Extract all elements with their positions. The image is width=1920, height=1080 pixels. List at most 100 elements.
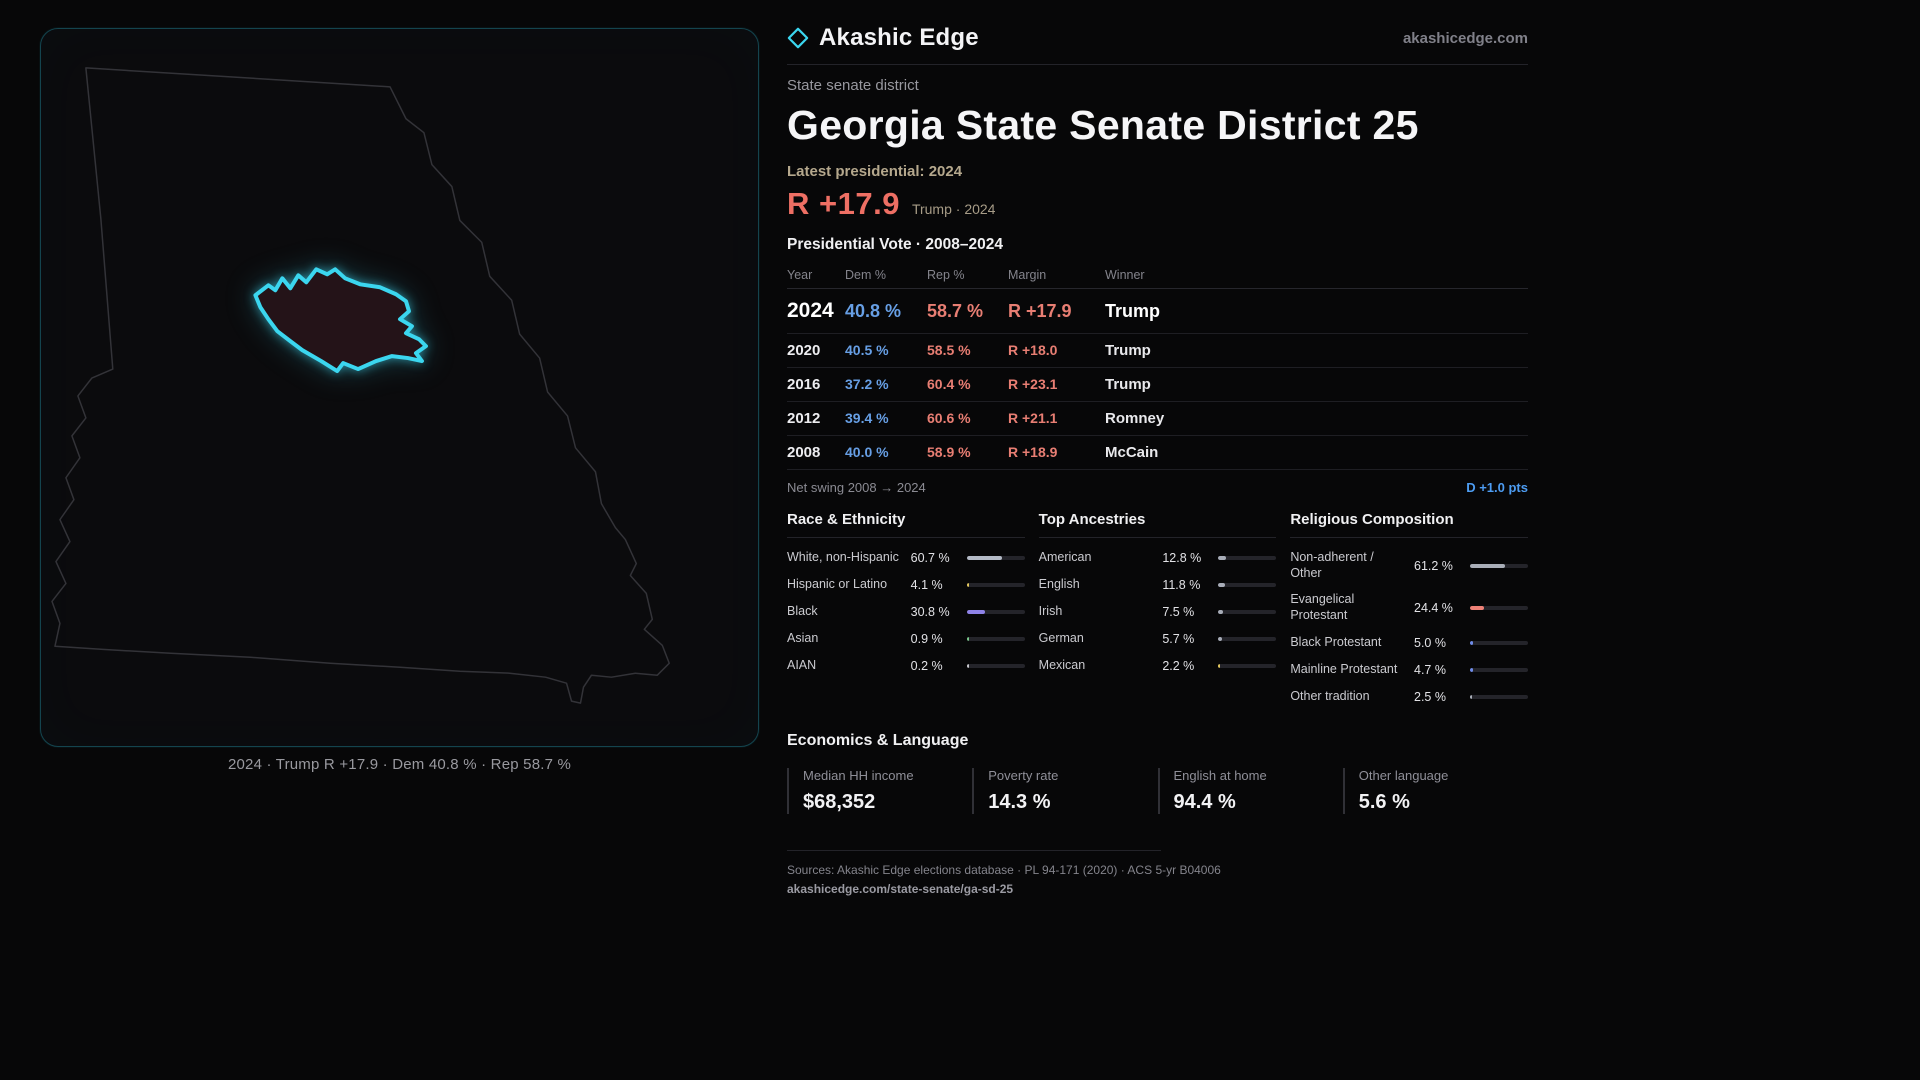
demo-label: Black [787, 604, 818, 619]
demo-value: 5.0 % [1414, 635, 1446, 650]
margin-cell: R +17.9 [1008, 301, 1072, 321]
demographics: Race & Ethnicity White, non-Hispanic 60.… [787, 511, 1528, 716]
economics-stats: Median HH income $68,352 Poverty rate 14… [787, 767, 1528, 814]
demo-row: Irish 7.5 % [1039, 604, 1277, 620]
header: Akashic Edge akashicedge.com [787, 24, 1528, 52]
demo-label: Mainline Protestant [1290, 661, 1398, 676]
dem-cell: 40.8 % [845, 301, 902, 321]
margin-value: R +17.9 [787, 186, 900, 221]
demo-value: 2.5 % [1414, 689, 1446, 704]
net-swing-label: Net swing 2008 → 2024 [787, 480, 926, 495]
demo-value: 30.8 % [910, 605, 950, 619]
demo-row: German 5.7 % [1039, 631, 1277, 647]
demo-bar [1218, 637, 1277, 641]
demo-value: 61.2 % [1414, 558, 1453, 573]
demo-bar [1218, 556, 1277, 560]
stat-poverty-rate: Poverty rate 14.3 % [972, 767, 1157, 814]
net-swing: Net swing 2008 → 2024 D +1.0 pts [787, 480, 1528, 495]
rep-cell: 58.7 % [927, 301, 984, 321]
demo-row: English 11.8 % [1039, 577, 1277, 593]
year-cell: 2008 [787, 444, 821, 461]
demo-label: Evangelical Protestant [1290, 592, 1355, 622]
stat-value: 5.6 % [1358, 790, 1410, 813]
demo-row: Black Protestant 5.0 % [1290, 635, 1528, 651]
demo-row: Asian 0.9 % [787, 631, 1025, 647]
dem-cell: 37.2 % [845, 376, 889, 392]
diamond-logo-icon [787, 27, 809, 49]
demo-row: American 12.8 % [1039, 550, 1277, 566]
winner-cell: Trump [1105, 342, 1151, 359]
dem-cell: 39.4 % [845, 410, 889, 426]
dem-cell: 40.5 % [845, 342, 889, 358]
headline-margin: R +17.9 Trump · 2024 [787, 186, 1528, 222]
demo-bar [1470, 563, 1528, 568]
stat-label: Other language [1358, 767, 1449, 783]
stat-value: 94.4 % [1173, 790, 1236, 813]
col-winner: Winner [1105, 268, 1145, 282]
district-kicker: State senate district [787, 77, 919, 94]
winner-cell: McCain [1105, 444, 1159, 461]
permalink[interactable]: akashicedge.com/state-senate/ga-sd-25 [787, 881, 1014, 896]
site-link[interactable]: akashicedge.com [1402, 29, 1528, 47]
margin-cell: R +23.1 [1008, 376, 1058, 392]
demo-bar [966, 637, 1025, 641]
page-title: Georgia State Senate District 25 [787, 102, 1419, 148]
demo-label: Mexican [1038, 658, 1086, 673]
winner-cell: Romney [1105, 410, 1165, 427]
year-cell: 2024 [787, 299, 834, 322]
table-row-2020: 2020 40.5 % 58.5 % R +18.0 Trump [787, 334, 1528, 368]
demo-row: White, non-Hispanic 60.7 % [787, 550, 1025, 566]
demo-row: Black 30.8 % [787, 604, 1025, 620]
brand-name: Akashic Edge [819, 24, 979, 51]
demo-bar [1218, 583, 1277, 587]
top-ancestries-section: Top Ancestries American 12.8 % English 1… [1038, 511, 1277, 716]
demo-row: Evangelical Protestant 24.4 % [1290, 592, 1528, 623]
race-ethnicity-section: Race & Ethnicity White, non-Hispanic 60.… [787, 511, 1025, 716]
district-25-shape[interactable] [253, 267, 428, 374]
margin-cell: R +21.1 [1008, 410, 1058, 426]
demo-row: Hispanic or Latino 4.1 % [787, 577, 1025, 593]
stat-median-income: Median HH income $68,352 [787, 767, 972, 814]
table-row-2008: 2008 40.0 % 58.9 % R +18.9 McCain [787, 436, 1528, 470]
economics-title: Economics & Language [787, 731, 969, 749]
margin-subtitle: Trump · 2024 [911, 201, 996, 217]
demo-label: Non-adherent / Other [1290, 550, 1374, 580]
vote-table-title: Presidential Vote · 2008–2024 [787, 236, 1003, 253]
demo-label: AIAN [787, 658, 817, 673]
stat-other-language: Other language 5.6 % [1342, 767, 1528, 814]
demo-label: Other tradition [1290, 688, 1370, 703]
brand: Akashic Edge [787, 24, 979, 52]
demo-value: 12.8 % [1162, 551, 1202, 565]
demo-value: 2.2 % [1162, 659, 1195, 673]
table-row-2012: 2012 39.4 % 60.6 % R +21.1 Romney [787, 402, 1528, 436]
winner-cell: Trump [1105, 301, 1161, 321]
religious-composition-section: Religious Composition Non-adherent / Oth… [1290, 511, 1528, 716]
latest-presidential-label: Latest presidential: 2024 [787, 163, 963, 180]
demo-bar [1470, 640, 1528, 645]
margin-cell: R +18.0 [1008, 342, 1058, 358]
demo-label: German [1038, 631, 1084, 646]
demo-label: American [1038, 550, 1092, 565]
col-margin: Margin [1008, 268, 1047, 282]
vote-table-header: Year Dem % Rep % Margin Winner [787, 262, 1528, 289]
demo-value: 0.9 % [910, 632, 943, 646]
georgia-state-outline [51, 67, 670, 704]
rep-cell: 58.9 % [927, 444, 971, 460]
demo-value: 4.7 % [1414, 662, 1446, 677]
stat-label: Median HH income [803, 767, 914, 783]
demo-bar [966, 610, 1025, 614]
year-cell: 2016 [787, 376, 821, 393]
demo-bar [966, 556, 1025, 560]
vote-table: Year Dem % Rep % Margin Winner 2024 40.8… [787, 262, 1528, 470]
col-year: Year [787, 268, 813, 282]
section-title: Race & Ethnicity [787, 511, 1025, 538]
demo-label: English [1038, 577, 1080, 592]
demo-value: 0.2 % [910, 659, 943, 673]
demo-value: 4.1 % [910, 578, 943, 592]
demo-label: Black Protestant [1290, 634, 1382, 649]
stat-label: English at home [1173, 767, 1267, 783]
demo-row: Mexican 2.2 % [1039, 658, 1277, 674]
demo-row: AIAN 0.2 % [787, 658, 1025, 674]
rep-cell: 60.4 % [927, 376, 971, 392]
sources-text: Sources: Akashic Edge elections database… [787, 862, 1221, 877]
